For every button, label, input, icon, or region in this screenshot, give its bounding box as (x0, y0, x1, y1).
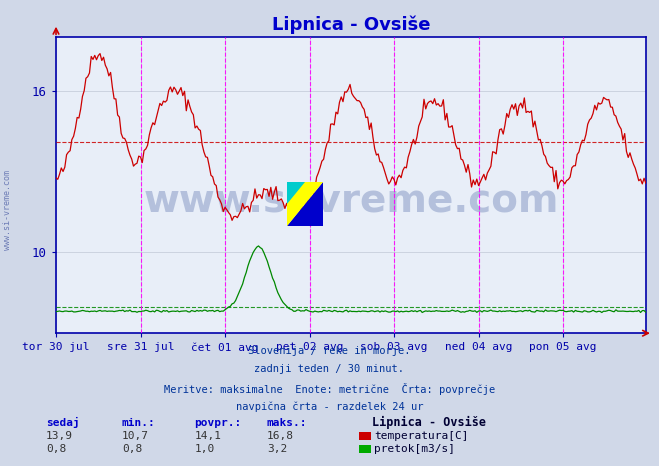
Text: min.:: min.: (122, 418, 156, 428)
Text: 14,1: 14,1 (194, 431, 221, 441)
Text: www.si-vreme.com: www.si-vreme.com (143, 181, 559, 219)
Bar (359, 445, 371, 453)
Polygon shape (287, 182, 323, 226)
Text: Meritve: maksimalne  Enote: metrične  Črta: povprečje: Meritve: maksimalne Enote: metrične Črta… (164, 383, 495, 395)
Text: www.si-vreme.com: www.si-vreme.com (3, 170, 13, 250)
Text: 0,8: 0,8 (46, 444, 67, 454)
Text: 1,0: 1,0 (194, 444, 215, 454)
Text: Lipnica - Ovsiše: Lipnica - Ovsiše (372, 416, 486, 429)
Bar (359, 432, 371, 440)
Text: 13,9: 13,9 (46, 431, 73, 441)
Text: 3,2: 3,2 (267, 444, 287, 454)
Text: Slovenija / reke in morje.: Slovenija / reke in morje. (248, 346, 411, 356)
Text: 16,8: 16,8 (267, 431, 294, 441)
Polygon shape (287, 182, 323, 226)
Text: 10,7: 10,7 (122, 431, 149, 441)
Text: pretok[m3/s]: pretok[m3/s] (374, 444, 455, 454)
Text: sedaj: sedaj (46, 418, 80, 428)
Text: navpična črta - razdelek 24 ur: navpična črta - razdelek 24 ur (236, 402, 423, 412)
Text: 0,8: 0,8 (122, 444, 142, 454)
Text: maks.:: maks.: (267, 418, 307, 428)
Text: povpr.:: povpr.: (194, 418, 242, 428)
Title: Lipnica - Ovsiše: Lipnica - Ovsiše (272, 16, 430, 34)
Text: zadnji teden / 30 minut.: zadnji teden / 30 minut. (254, 364, 405, 374)
Text: temperatura[C]: temperatura[C] (374, 431, 469, 441)
Polygon shape (287, 182, 304, 204)
